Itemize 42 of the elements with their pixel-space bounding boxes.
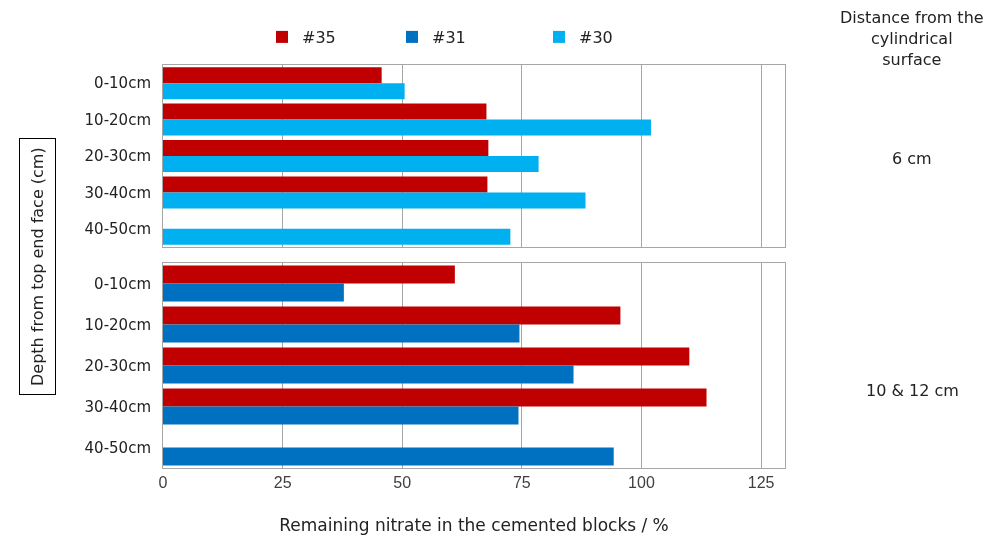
bar: [163, 283, 344, 302]
text: Distance from the cylindrical surface: [840, 8, 984, 69]
x-tick-label: 50: [393, 474, 412, 492]
bar: [163, 347, 690, 366]
y-tick-label: 10-20cm: [84, 315, 151, 334]
bar: [163, 306, 621, 325]
x-axis-title: Remaining nitrate in the cemented blocks / %: [279, 514, 669, 535]
bar: [163, 119, 652, 136]
y-tick-label: 40-50cm: [84, 220, 151, 239]
y-tick-label: 20-30cm: [84, 356, 151, 375]
bar: [163, 156, 539, 173]
x-tick-label: 100: [628, 474, 655, 492]
y-tick-label: 30-40cm: [84, 397, 151, 416]
bar: [163, 192, 586, 209]
x-tick-label: 75: [512, 474, 531, 492]
bar: [163, 365, 574, 384]
bar: [163, 103, 487, 120]
x-tick-label: 25: [273, 474, 292, 492]
legend-label: #30: [579, 28, 613, 48]
bar: [163, 324, 520, 343]
y-tick-label: 20-30cm: [84, 147, 151, 166]
bar: [163, 265, 455, 284]
bar: [163, 67, 382, 84]
y-tick-label: 10-20cm: [84, 110, 151, 129]
y-axis-title: Depth from top end face (cm): [28, 147, 47, 386]
bar: [163, 176, 488, 193]
y-tick-label: 0-10cm: [94, 274, 151, 293]
bar: [163, 83, 405, 100]
y-tick-label: 30-40cm: [84, 183, 151, 202]
y-tick-label: 0-10cm: [94, 74, 151, 93]
legend-label: #31: [432, 28, 466, 48]
x-tick-label: 0: [158, 474, 168, 492]
y-tick-label: 40-50cm: [84, 438, 151, 457]
bar: [163, 447, 614, 466]
bar: [163, 388, 707, 407]
bar: [163, 139, 489, 156]
legend-label: #35: [302, 28, 336, 48]
bar: [163, 228, 511, 245]
bar: [163, 406, 519, 425]
text: 6 cm: [892, 149, 932, 168]
text: 10 & 12 cm: [866, 381, 959, 400]
x-tick-label: 125: [747, 474, 775, 492]
